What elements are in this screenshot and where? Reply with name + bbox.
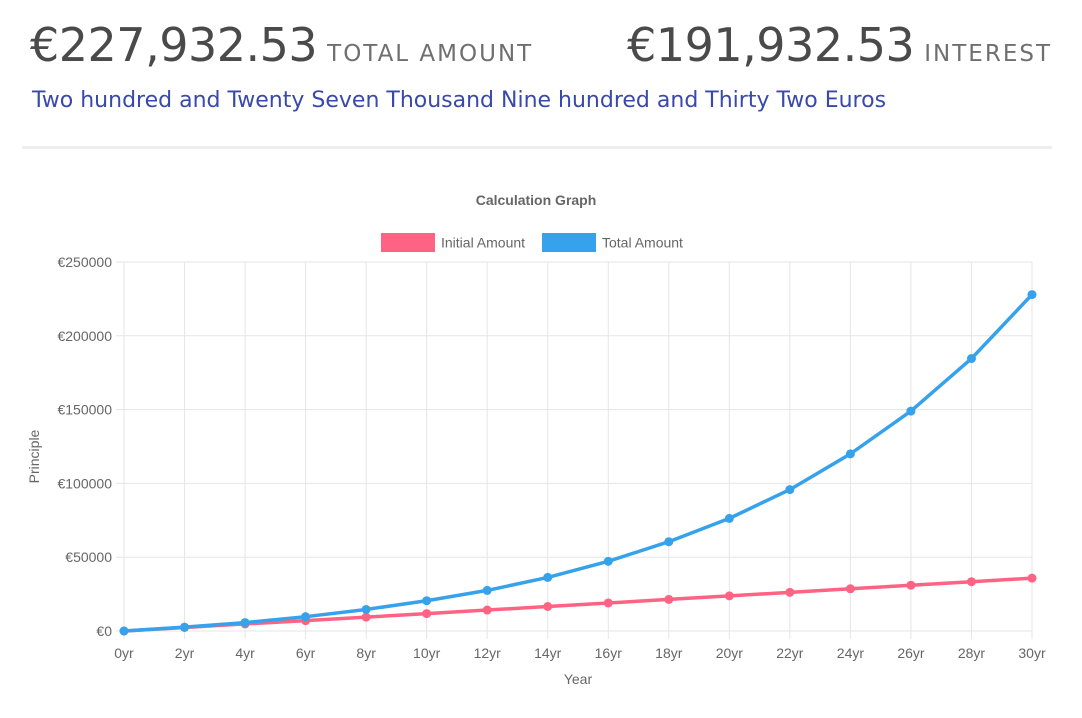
series-1-point[interactable] [906, 406, 916, 416]
interest-label: INTEREST [924, 41, 1052, 67]
legend-swatch-1[interactable] [542, 233, 596, 252]
interest-value: €191,932.53 [627, 18, 915, 72]
legend-label-0[interactable]: Initial Amount [441, 235, 525, 251]
y-tick-label: €0 [96, 623, 112, 639]
y-tick-label: €50000 [65, 549, 112, 565]
y-tick-label: €250000 [57, 254, 112, 270]
series-1-point[interactable] [543, 572, 553, 582]
x-tick-label: 6yr [296, 645, 316, 661]
series-1-point[interactable] [664, 537, 674, 547]
series-1-point[interactable] [785, 485, 795, 495]
x-tick-label: 20yr [716, 645, 744, 661]
series-0-point[interactable] [664, 594, 674, 604]
series-1-point[interactable] [482, 585, 492, 595]
series-0-point[interactable] [906, 580, 916, 590]
y-tick-label: €200000 [57, 328, 112, 344]
x-tick-label: 8yr [356, 645, 376, 661]
legend-swatch-0[interactable] [381, 233, 435, 252]
y-axis-title: Principle [26, 429, 42, 483]
x-tick-label: 18yr [655, 645, 683, 661]
series-0-point[interactable] [361, 612, 371, 622]
x-tick-label: 0yr [114, 645, 134, 661]
calculation-chart: Calculation Graph Initial Amount Total Amo… [26, 192, 1046, 687]
x-tick-label: 16yr [595, 645, 623, 661]
series-0-point[interactable] [422, 609, 432, 619]
y-tick-label: €150000 [57, 402, 112, 418]
series-1-point[interactable] [180, 622, 190, 632]
series-1-point[interactable] [361, 604, 371, 614]
x-tick-label: 10yr [413, 645, 441, 661]
series-1-point[interactable] [301, 612, 311, 622]
series-0-point[interactable] [845, 584, 855, 594]
series-line-1 [122, 292, 1034, 633]
chart-title: Calculation Graph [476, 192, 597, 208]
interest-stat: €191,932.53 INTEREST [627, 18, 1052, 72]
series-0-point[interactable] [1027, 573, 1037, 583]
series-0-point[interactable] [966, 577, 976, 587]
series-0-point[interactable] [785, 587, 795, 597]
total-amount-value: €227,932.53 [30, 18, 318, 72]
total-amount-label: TOTAL AMOUNT [327, 41, 534, 67]
total-amount-stat: €227,932.53 TOTAL AMOUNT [30, 18, 533, 72]
x-tick-label: 4yr [235, 645, 255, 661]
series-1-point[interactable] [966, 354, 976, 364]
series-1-point[interactable] [724, 513, 734, 523]
series-1-point[interactable] [603, 556, 613, 566]
x-tick-label: 14yr [534, 645, 562, 661]
series-line-0 [122, 576, 1034, 633]
series-1-point[interactable] [422, 596, 432, 606]
legend-label-1[interactable]: Total Amount [602, 235, 683, 251]
series-0-point[interactable] [543, 601, 553, 611]
series-1-point[interactable] [1027, 290, 1037, 300]
y-tick-label: €100000 [57, 475, 112, 491]
series-0-point[interactable] [724, 591, 734, 601]
x-tick-label: 30yr [1018, 645, 1046, 661]
series-0-point[interactable] [482, 605, 492, 615]
x-tick-label: 22yr [776, 645, 804, 661]
summary: €227,932.53 TOTAL AMOUNT €191,932.53 INTER… [30, 18, 1052, 78]
x-tick-label: 26yr [897, 645, 925, 661]
amount-in-words: Two hundred and Twenty Seven Thousand Ni… [32, 88, 887, 113]
series-1-point[interactable] [119, 626, 129, 636]
x-tick-label: 28yr [958, 645, 986, 661]
x-tick-label: 2yr [175, 645, 195, 661]
divider [22, 146, 1052, 149]
series-1-point[interactable] [845, 449, 855, 459]
x-tick-label: 12yr [474, 645, 502, 661]
series-0-point[interactable] [603, 598, 613, 608]
x-axis-title: Year [564, 671, 593, 687]
series-1-point[interactable] [240, 618, 250, 628]
x-tick-label: 24yr [837, 645, 865, 661]
